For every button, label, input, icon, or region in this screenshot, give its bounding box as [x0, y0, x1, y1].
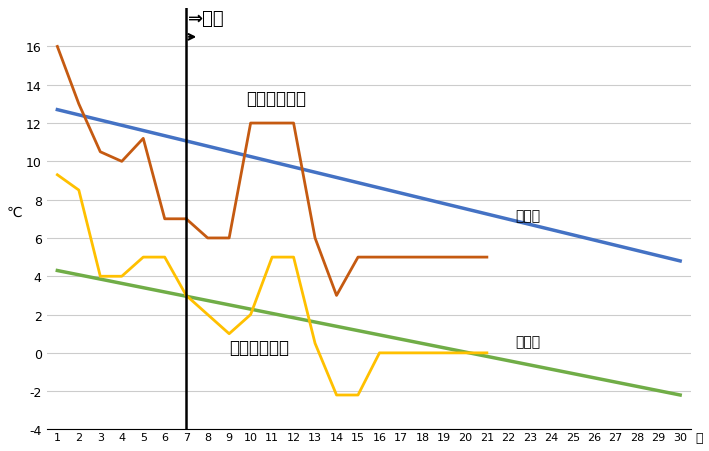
Text: 平年値: 平年値: [515, 208, 540, 222]
Text: 平年値: 平年値: [515, 335, 540, 349]
Text: 日: 日: [696, 432, 703, 444]
Text: 【最低気温】: 【最低気温】: [229, 338, 289, 356]
Text: ⇒予報: ⇒予報: [189, 10, 225, 28]
Y-axis label: ℃: ℃: [7, 205, 23, 219]
Text: 【最高気温】: 【最高気温】: [246, 89, 306, 107]
